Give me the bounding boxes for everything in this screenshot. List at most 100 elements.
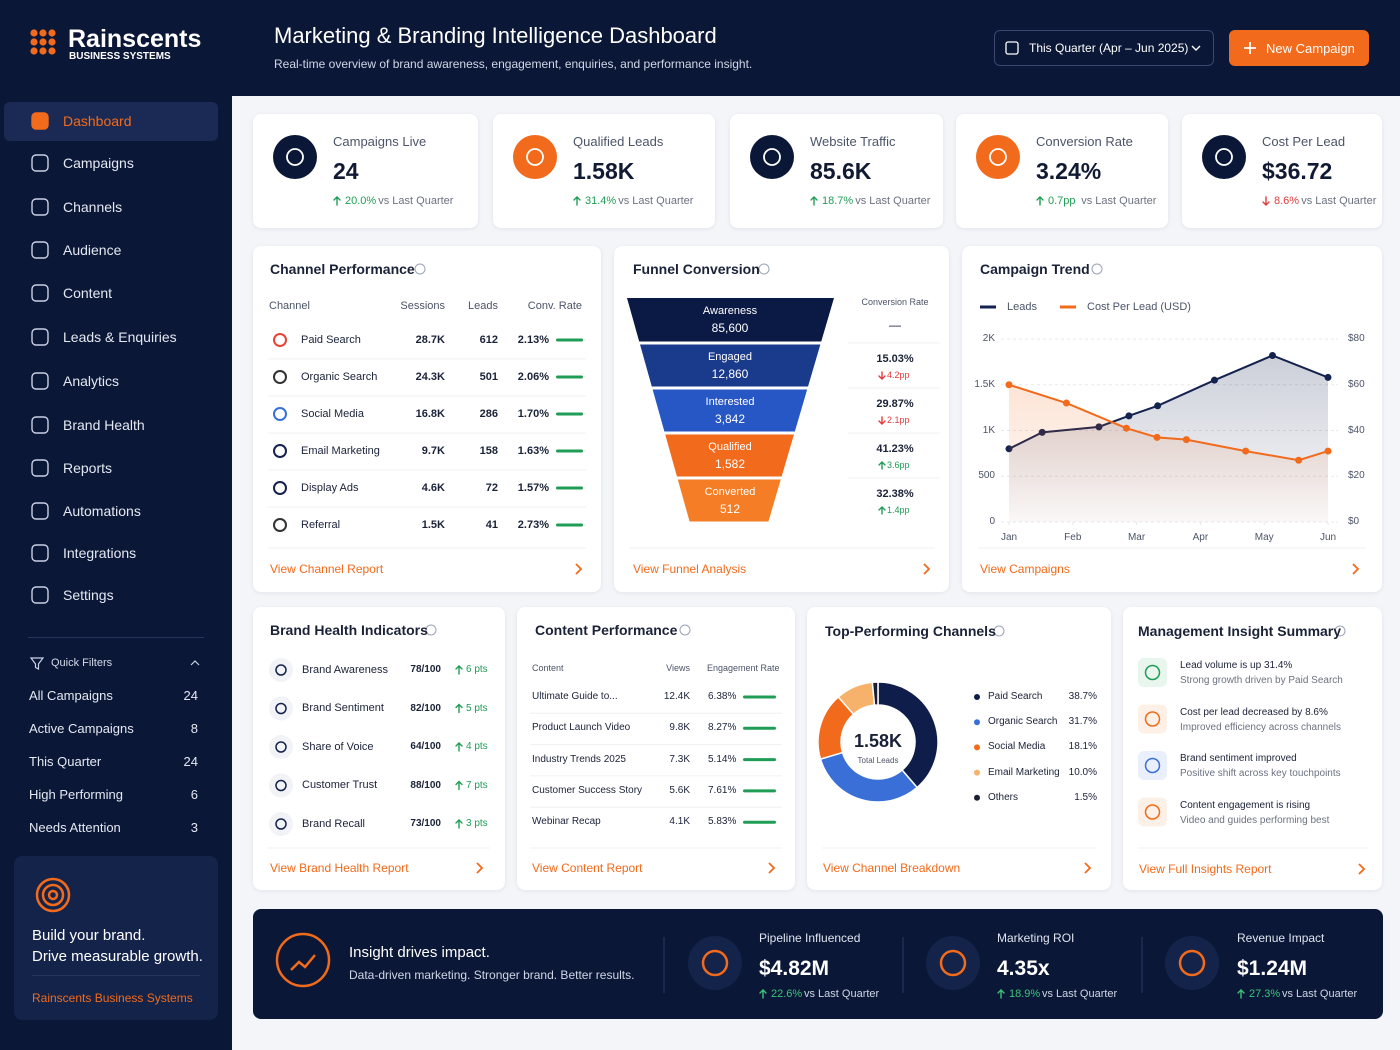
stage-rate: 29.87%	[876, 398, 914, 410]
indicator-score: 88/100	[410, 779, 441, 791]
sessions: 28.7K	[415, 333, 445, 346]
legend-value: 31.7%	[1068, 716, 1097, 728]
stage-rate: 41.23%	[876, 443, 914, 455]
nav-item[interactable]: Automations	[63, 503, 141, 519]
kpi-label: Conversion Rate	[1036, 133, 1133, 149]
period-select[interactable]	[994, 30, 1214, 66]
column-header: Sessions	[400, 299, 445, 312]
indicator-score: 82/100	[410, 702, 441, 714]
filter-item[interactable]: High Performing	[29, 786, 123, 802]
nav-item[interactable]: Content	[63, 285, 113, 301]
legend-value: 18.1%	[1068, 741, 1097, 753]
stage-name: Converted	[704, 486, 756, 498]
legend-label: Leads	[1007, 300, 1037, 313]
filter-item[interactable]: All Campaigns	[29, 687, 113, 703]
y2-tick-label: $80	[1348, 333, 1365, 344]
period[interactable]: This Quarter (Apr – Jun 2025)	[1029, 41, 1189, 55]
link[interactable]: View Full Insights Report	[1139, 862, 1272, 876]
indicator-score: 78/100	[410, 664, 441, 675]
y2-tick-label: $60	[1348, 378, 1365, 390]
sessions: 1.5K	[421, 518, 445, 531]
content-name: Product Launch Video	[532, 722, 631, 734]
link[interactable]: View Funnel Analysis	[633, 562, 747, 576]
nav-item[interactable]: Dashboard	[63, 113, 132, 129]
nav-item[interactable]: Analytics	[63, 373, 120, 389]
filter-item[interactable]: Needs Attention	[29, 819, 121, 835]
indicator-name: Customer Trust	[302, 779, 378, 791]
stage-change: 2.1pp	[887, 415, 910, 425]
indicator-name: Brand Awareness	[302, 663, 389, 676]
sessions: 16.8K	[415, 407, 445, 420]
conv-rate: 1.63%	[517, 444, 549, 457]
change: 27.3%	[1249, 987, 1281, 1000]
filter-divider	[28, 637, 204, 638]
nav-item[interactable]: Reports	[63, 460, 113, 476]
column-header: Channel	[269, 299, 310, 312]
stage-name: Engaged	[707, 351, 753, 363]
metric-label: Revenue Impact	[1237, 931, 1325, 945]
metric-label: Marketing ROI	[997, 931, 1075, 945]
column-header: Engagement Rate	[707, 662, 780, 673]
card-title: Brand Health Indicators	[270, 622, 428, 638]
stage-change: 1.4pp	[887, 505, 910, 515]
promo-link[interactable]: Rainscents Business Systems	[32, 991, 193, 1005]
nav-item[interactable]: Campaigns	[63, 155, 134, 171]
indicator-score: 73/100	[410, 818, 441, 829]
nav-item[interactable]: Integrations	[63, 545, 137, 561]
channel-name: Referral	[301, 518, 341, 531]
link[interactable]: View Brand Health Report	[270, 861, 409, 875]
kpi-value: 85.6K	[810, 157, 872, 184]
kpi-label: Website Traffic	[810, 133, 896, 149]
stage-change: 4.2pp	[887, 370, 910, 380]
nav-item[interactable]: Leads & Enquiries	[63, 329, 177, 345]
stage-value: 1,582	[714, 456, 746, 471]
filter-item[interactable]: This Quarter	[29, 753, 102, 769]
conv-rate: 1.70%	[517, 407, 549, 420]
filter-count: 24	[183, 687, 198, 703]
sessions: 24.3K	[415, 370, 445, 383]
card-title: Funnel Conversion	[633, 261, 760, 277]
y-tick-label: 1K	[982, 424, 995, 436]
link[interactable]: View Channel Report	[270, 562, 384, 576]
card-title: Content Performance	[535, 622, 678, 638]
content-views: 5.6K	[669, 784, 690, 796]
insight-desc: Improved efficiency across channels	[1180, 721, 1342, 733]
filter-item[interactable]: Active Campaigns	[29, 720, 134, 736]
stage-rate: 32.38%	[876, 488, 914, 500]
indicator-name: Brand Sentiment	[302, 702, 384, 714]
metric-value: $4.82M	[759, 956, 830, 980]
stage-name: Awareness	[702, 305, 758, 318]
insight-title: Cost per lead decreased by 8.6%	[1180, 706, 1328, 718]
kpi-value: 1.58K	[573, 157, 635, 184]
metric-value: $1.24M	[1237, 956, 1308, 980]
change: 18.7%	[822, 194, 854, 207]
indicator-change: 3 pts	[466, 818, 488, 829]
card-title: Campaign Trend	[980, 261, 1090, 277]
indicator-change: 7 pts	[466, 779, 488, 791]
nav-item[interactable]: Settings	[63, 587, 114, 603]
content-views: 12.4K	[663, 691, 690, 702]
nav-item[interactable]: Brand Health	[63, 417, 145, 433]
channel-name: Paid Search	[301, 333, 361, 346]
button-label[interactable]: New Campaign	[1266, 40, 1355, 56]
brand-name: Rainscents	[68, 24, 202, 53]
content-views: 4.1K	[669, 816, 690, 828]
content-name: Customer Success Story	[532, 784, 643, 796]
page-subtitle: Real-time overview of brand awareness, e…	[274, 57, 753, 71]
banner-title: Insight drives impact.	[349, 943, 490, 961]
legend-label: Others	[988, 791, 1019, 803]
link[interactable]: View Content Report	[532, 861, 643, 875]
content-views: 7.3K	[669, 753, 690, 765]
nav-item[interactable]: Channels	[63, 199, 123, 215]
link[interactable]: View Channel Breakdown	[823, 861, 961, 875]
center-label: Total Leads	[857, 756, 899, 765]
legend-label: Social Media	[988, 741, 1046, 753]
indicator-score: 64/100	[410, 741, 441, 752]
link[interactable]: View Campaigns	[980, 562, 1070, 576]
filter-count: 24	[183, 753, 198, 769]
nav-item[interactable]: Audience	[63, 242, 122, 258]
compare: vs Last Quarter	[1301, 194, 1377, 207]
x-tick-label: Jan	[1000, 532, 1018, 543]
kpi-value: 3.24%	[1036, 157, 1102, 184]
